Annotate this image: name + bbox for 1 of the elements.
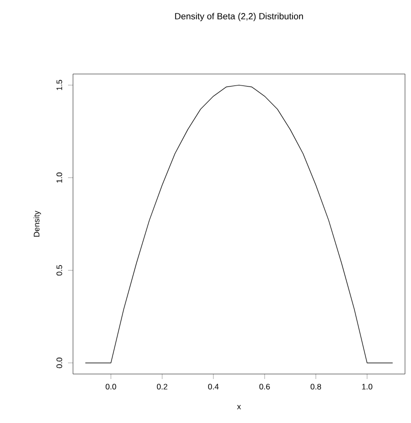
chart-title: Density of Beta (2,2) Distribution <box>175 12 303 22</box>
